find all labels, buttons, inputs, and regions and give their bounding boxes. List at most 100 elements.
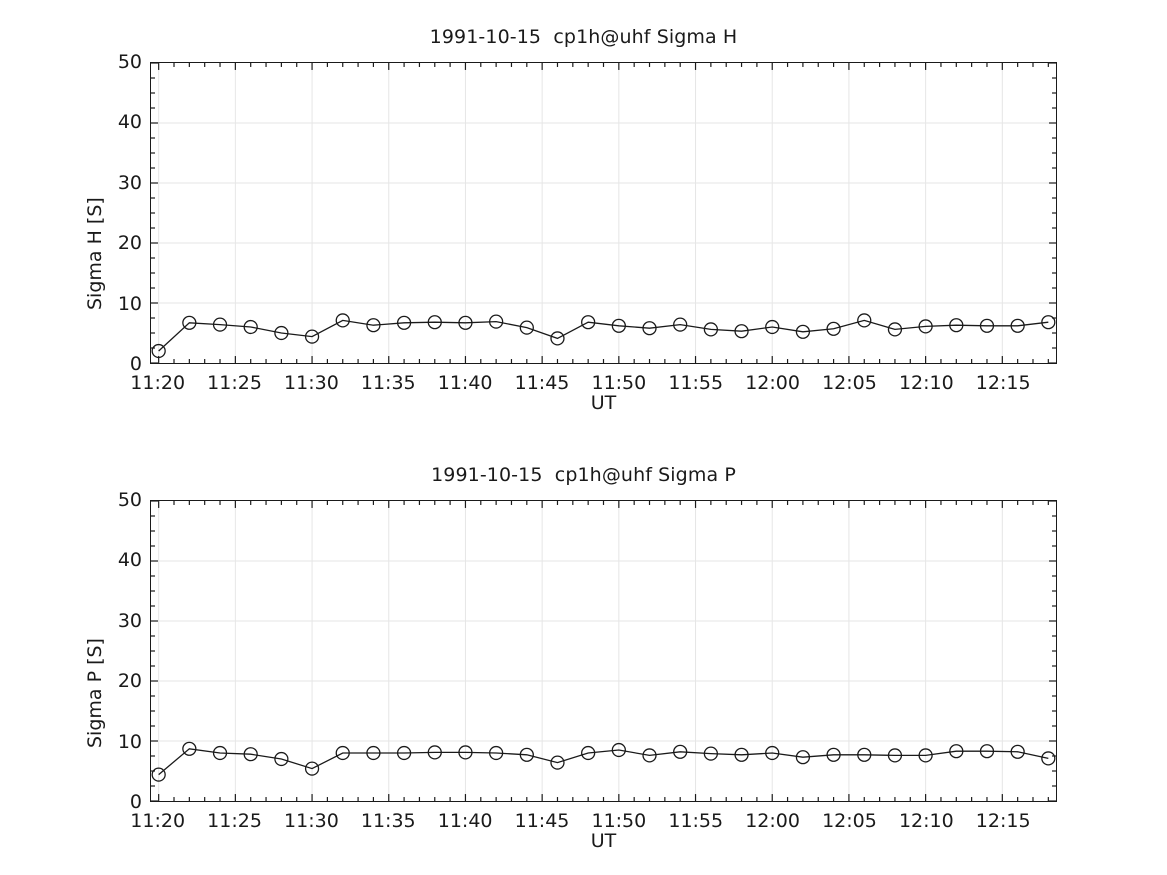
series-line: [158, 319, 1049, 352]
data-point: [611, 742, 626, 758]
data-point: [366, 745, 381, 761]
data-point: [274, 325, 289, 341]
data-point: [918, 748, 933, 763]
data-point: [795, 750, 811, 765]
x-tick-label: 11:45: [514, 372, 570, 394]
data-point: [673, 317, 688, 332]
data-point: [396, 745, 412, 761]
y-tick-label: 30: [117, 171, 142, 194]
x-tick-label: 12:15: [975, 810, 1031, 832]
x-tick-label: 12:10: [898, 372, 954, 394]
y-tick-label: 40: [117, 111, 142, 134]
y-tick-labels-sigma-p: 0 10 20 30 40 50: [100, 491, 142, 812]
data-point: [1041, 751, 1056, 766]
data-point: [949, 744, 964, 759]
x-tick-label: 11:40: [437, 372, 493, 394]
data-point: [734, 747, 749, 762]
data-point: [458, 315, 473, 330]
x-tick-label: 11:55: [668, 372, 724, 394]
chart-sigma-h: 1991-10-15 cp1h@uhf Sigma H Sigma H [S] …: [0, 0, 1167, 437]
y-tick-label: 10: [117, 730, 142, 753]
x-tick-label: 12:00: [745, 372, 800, 394]
data-point: [949, 318, 964, 333]
plot-area-sigma-p: [150, 500, 1057, 802]
data-point: [642, 321, 657, 336]
data-point: [519, 747, 534, 762]
x-tick-label: 11:40: [437, 810, 493, 832]
data-point: [151, 767, 166, 782]
data-point: [304, 329, 320, 344]
x-tick-label: 12:05: [822, 810, 877, 832]
data-point: [182, 741, 197, 756]
data-point: [335, 745, 350, 761]
data-point: [979, 744, 995, 759]
data-point: [550, 755, 565, 770]
data-point: [274, 751, 289, 767]
x-tick-label: 12:15: [975, 372, 1031, 394]
chart-sigma-p: 1991-10-15 cp1h@uhf Sigma P Sigma P [S] …: [0, 438, 1167, 875]
data-point: [703, 746, 719, 761]
y-tick-label: 20: [117, 232, 142, 255]
data-point: [427, 315, 442, 330]
x-tick-label: 11:30: [284, 372, 339, 394]
data-point: [1010, 744, 1025, 759]
data-point: [581, 315, 596, 330]
data-point: [304, 761, 320, 776]
x-tick-label: 11:25: [207, 372, 262, 394]
data-point: [182, 315, 197, 330]
data-point: [243, 747, 258, 762]
y-tick-label: 0: [129, 791, 142, 813]
data-point: [703, 322, 719, 337]
data-point: [366, 318, 381, 333]
data-point: [611, 318, 626, 333]
data-point: [734, 324, 749, 339]
data-point: [673, 744, 688, 759]
y-tick-label: 40: [117, 549, 142, 572]
data-point: [795, 324, 811, 339]
data-point: [918, 319, 933, 334]
data-point: [642, 748, 657, 763]
y-tick-label: 50: [117, 51, 142, 73]
x-tick-label: 11:35: [360, 372, 416, 394]
data-point: [765, 319, 780, 335]
series-line: [158, 748, 1049, 776]
data-point: [979, 318, 995, 333]
x-tick-label: 11:45: [514, 810, 570, 832]
data-point: [1041, 315, 1056, 330]
data-point: [396, 315, 412, 330]
x-tick-label: 11:20: [130, 372, 186, 394]
y-tick-label: 50: [117, 489, 142, 511]
data-point: [335, 313, 350, 328]
data-point: [581, 745, 596, 761]
y-tick-label: 20: [117, 670, 142, 693]
x-tick-labels-sigma-h: 11:20 11:25 11:30 11:35 11:40 11:45 11:50 11:55…: [130, 364, 1057, 394]
data-point: [857, 747, 872, 762]
x-tick-label: 11:25: [207, 810, 262, 832]
x-tick-label: 12:00: [745, 810, 800, 832]
x-tick-label: 11:55: [668, 810, 724, 832]
plot-area-sigma-h: [150, 62, 1057, 364]
x-tick-label: 12:05: [822, 372, 877, 394]
data-point: [887, 748, 903, 763]
y-tick-label: 30: [117, 609, 142, 632]
data-point: [519, 320, 534, 335]
data-point: [212, 317, 228, 332]
x-tick-label: 12:10: [898, 810, 954, 832]
x-tick-label: 11:50: [591, 810, 647, 832]
data-point: [765, 745, 780, 761]
x-tick-label: 11:30: [284, 810, 339, 832]
y-tick-label: 0: [129, 353, 142, 375]
chart-title-sigma-p: 1991-10-15 cp1h@uhf Sigma P: [431, 464, 736, 486]
data-point: [458, 745, 473, 760]
data-point: [550, 331, 565, 346]
data-point: [826, 747, 841, 762]
data-point: [151, 343, 166, 359]
x-tick-label: 11:35: [360, 810, 416, 832]
data-point: [887, 322, 903, 337]
x-tick-labels-sigma-p: 11:20 11:25 11:30 11:35 11:40 11:45 11:50 11:55…: [130, 802, 1057, 832]
data-point: [1010, 318, 1025, 333]
data-point: [488, 314, 504, 329]
x-tick-label: 11:50: [591, 372, 647, 394]
plot-canvas-sigma-h: [151, 62, 1056, 364]
